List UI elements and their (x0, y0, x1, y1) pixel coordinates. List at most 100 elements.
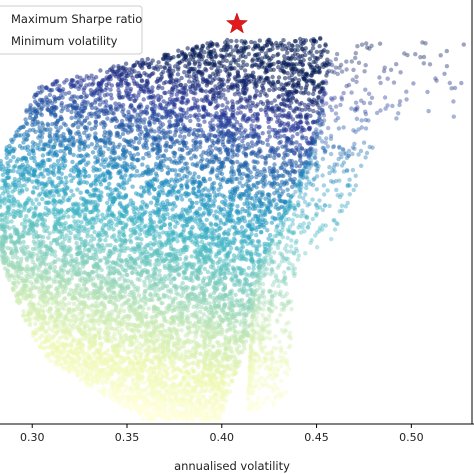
portfolio-point (209, 271, 215, 276)
portfolio-point (213, 417, 218, 423)
portfolio-point (275, 146, 281, 151)
portfolio-point (108, 155, 113, 160)
portfolio-point (299, 146, 304, 151)
portfolio-point (141, 380, 147, 385)
portfolio-point (79, 78, 85, 84)
portfolio-point (110, 145, 116, 151)
portfolio-point (40, 153, 46, 158)
portfolio-point (47, 210, 52, 216)
portfolio-point (98, 68, 103, 73)
portfolio-point (311, 131, 316, 136)
portfolio-point (198, 309, 203, 315)
portfolio-point (159, 167, 164, 173)
portfolio-point (77, 277, 83, 283)
portfolio-point (29, 287, 34, 292)
portfolio-point (110, 260, 116, 265)
portfolio-point (73, 346, 79, 351)
portfolio-point (47, 133, 52, 139)
portfolio-point (299, 107, 305, 113)
portfolio-point (297, 102, 303, 107)
portfolio-point (263, 161, 268, 166)
portfolio-point (173, 168, 178, 173)
portfolio-point (233, 275, 239, 280)
portfolio-point (30, 259, 36, 265)
portfolio-point (151, 271, 157, 276)
portfolio-point (79, 220, 84, 225)
portfolio-point (236, 57, 241, 63)
portfolio-point (316, 94, 321, 100)
portfolio-point (208, 49, 213, 55)
portfolio-point (162, 222, 168, 228)
portfolio-point (179, 197, 185, 202)
portfolio-point (277, 86, 282, 92)
portfolio-point (105, 243, 110, 248)
portfolio-point (135, 151, 141, 157)
portfolio-point (30, 201, 35, 206)
portfolio-point (126, 109, 131, 115)
portfolio-point (267, 87, 272, 93)
portfolio-point (215, 339, 220, 345)
portfolio-point (36, 267, 41, 273)
portfolio-point (82, 358, 87, 364)
portfolio-point (253, 159, 258, 164)
portfolio-point (225, 37, 230, 43)
portfolio-point (104, 233, 110, 239)
portfolio-point (258, 107, 264, 113)
portfolio-point (239, 176, 244, 181)
portfolio-point (267, 209, 273, 214)
portfolio-point (193, 91, 198, 96)
portfolio-point (165, 165, 170, 170)
portfolio-point (68, 343, 74, 348)
portfolio-point (160, 85, 165, 91)
portfolio-point (103, 238, 108, 243)
portfolio-point (93, 155, 98, 160)
portfolio-point (160, 324, 165, 329)
portfolio-point (117, 90, 122, 96)
portfolio-point (167, 225, 173, 231)
portfolio-point (161, 99, 166, 104)
portfolio-point (270, 74, 275, 80)
portfolio-point (168, 144, 173, 149)
portfolio-point (175, 72, 181, 77)
portfolio-point (11, 155, 16, 160)
portfolio-point (77, 147, 82, 152)
portfolio-point (106, 146, 111, 152)
portfolio-point (154, 276, 159, 281)
portfolio-point (153, 291, 158, 296)
portfolio-point (151, 361, 156, 366)
portfolio-point (211, 93, 216, 98)
portfolio-point (311, 59, 316, 65)
portfolio-point (117, 276, 122, 282)
portfolio-point (216, 205, 222, 210)
portfolio-point (210, 117, 215, 123)
portfolio-point (300, 67, 305, 73)
portfolio-point (86, 344, 92, 349)
portfolio-point (171, 277, 176, 282)
portfolio-point (86, 160, 91, 165)
portfolio-point (28, 105, 33, 111)
portfolio-point (240, 117, 245, 122)
portfolio-point (131, 139, 136, 145)
portfolio-point (173, 183, 178, 188)
portfolio-point (38, 335, 43, 340)
portfolio-point (211, 290, 217, 296)
portfolio-point (306, 97, 312, 102)
portfolio-point (192, 171, 197, 176)
portfolio-point (88, 88, 94, 93)
portfolio-point (47, 92, 53, 98)
portfolio-point (25, 244, 30, 250)
portfolio-point (28, 112, 33, 118)
portfolio-point (148, 200, 154, 205)
portfolio-point (101, 77, 107, 83)
portfolio-point (134, 236, 139, 241)
portfolio-point (55, 330, 60, 335)
portfolio-point (112, 157, 117, 162)
portfolio-point (282, 76, 288, 81)
portfolio-point (121, 343, 126, 348)
portfolio-point (208, 235, 213, 240)
portfolio-point (49, 180, 54, 185)
portfolio-point (223, 96, 228, 101)
portfolio-point (199, 72, 204, 78)
portfolio-point (39, 84, 45, 89)
portfolio-point (189, 312, 194, 317)
